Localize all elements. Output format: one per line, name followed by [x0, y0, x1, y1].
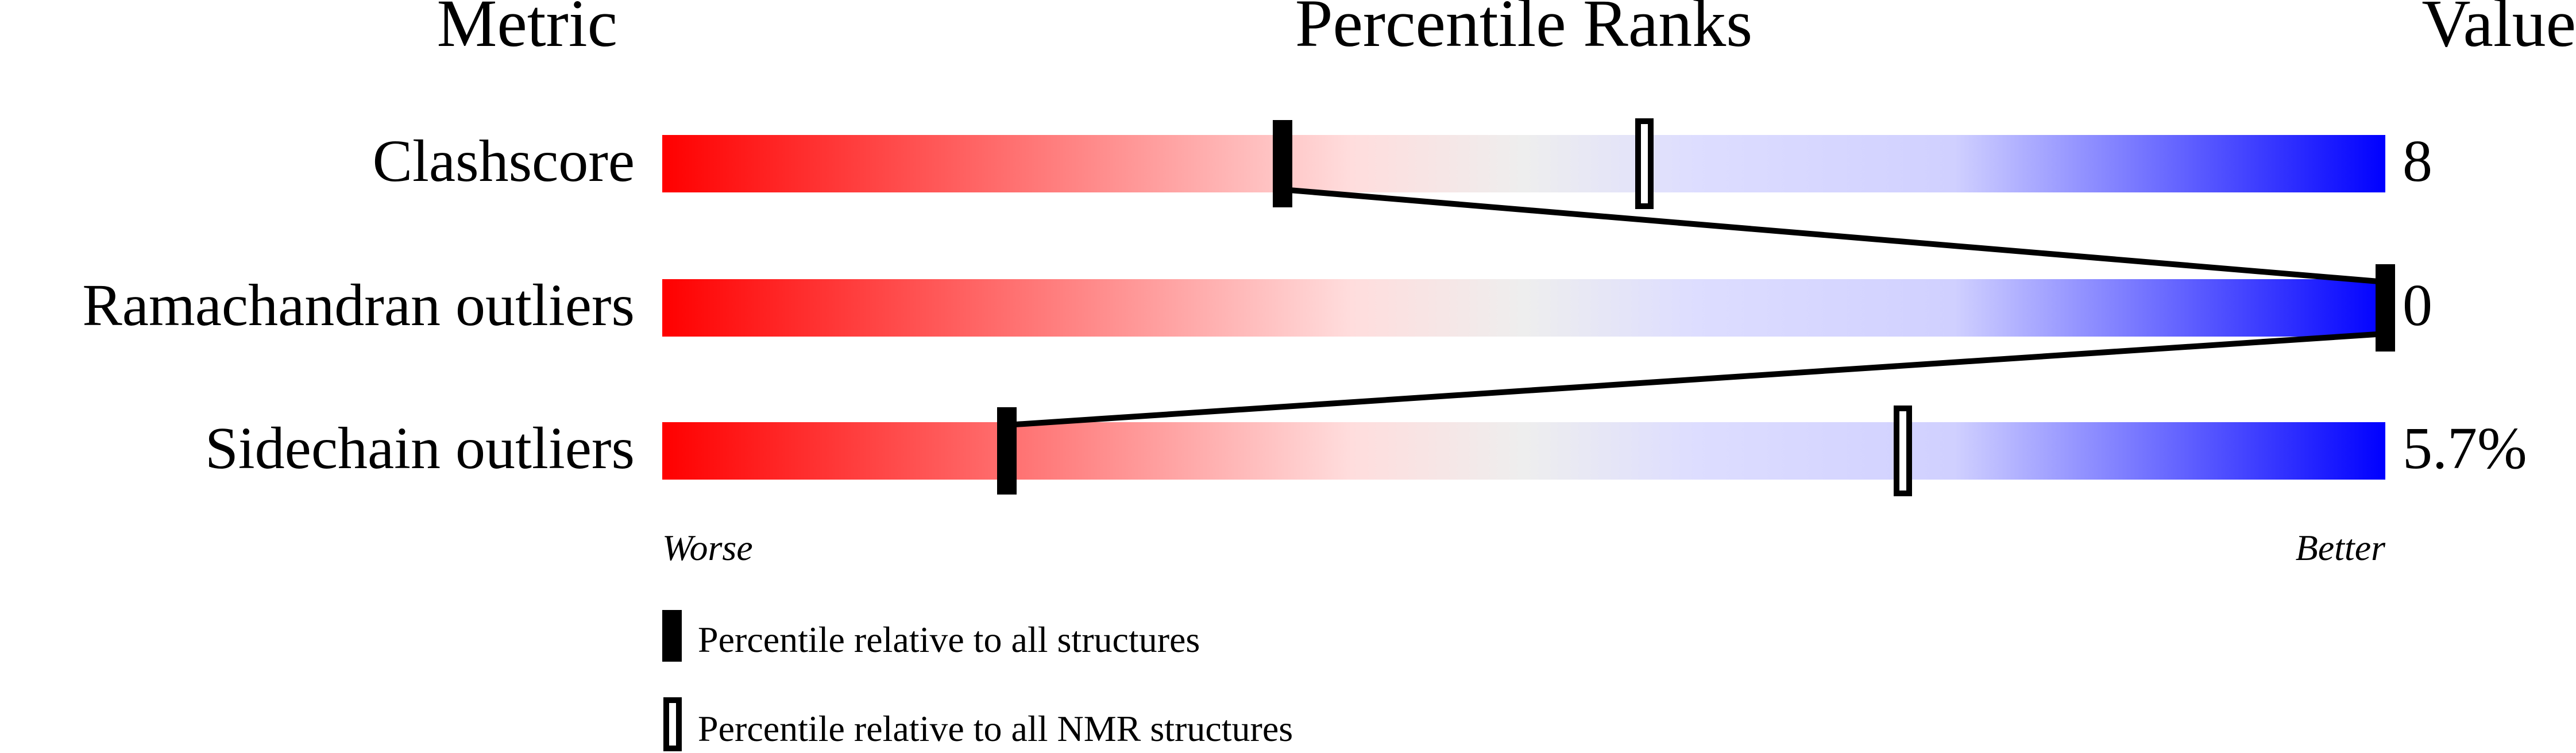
worse-label: Worse	[662, 527, 753, 568]
header-metric: Metric	[437, 0, 617, 61]
legend-open-marker	[663, 697, 682, 751]
metric-value: 0	[2403, 272, 2432, 338]
legend-nmr-label: Percentile relative to all NMR structure…	[698, 708, 1293, 749]
metric-label: Sidechain outliers	[205, 415, 635, 481]
all-percentile-marker	[2376, 264, 2395, 352]
percentile-link-line	[1006, 331, 2386, 428]
percentile-link-line	[1282, 187, 2386, 285]
header-value: Value	[2421, 0, 2576, 61]
nmr-percentile-marker	[1894, 406, 1912, 496]
percentile-bar	[662, 135, 2385, 192]
metric-label: Clashscore	[373, 128, 635, 194]
metric-label: Ramachandran outliers	[82, 272, 635, 338]
all-percentile-marker	[997, 407, 1017, 495]
header-percentile: Percentile Ranks	[1295, 0, 1752, 61]
percentile-bar	[662, 279, 2385, 337]
metric-value: 8	[2403, 128, 2432, 194]
nmr-percentile-marker	[1635, 118, 1654, 209]
all-percentile-marker	[1273, 120, 1292, 207]
percentile-bar	[662, 422, 2385, 480]
legend-all-label: Percentile relative to all structures	[698, 619, 1200, 660]
legend-filled-marker	[662, 610, 682, 662]
better-label: Better	[2296, 527, 2386, 568]
metric-value: 5.7%	[2403, 415, 2527, 481]
